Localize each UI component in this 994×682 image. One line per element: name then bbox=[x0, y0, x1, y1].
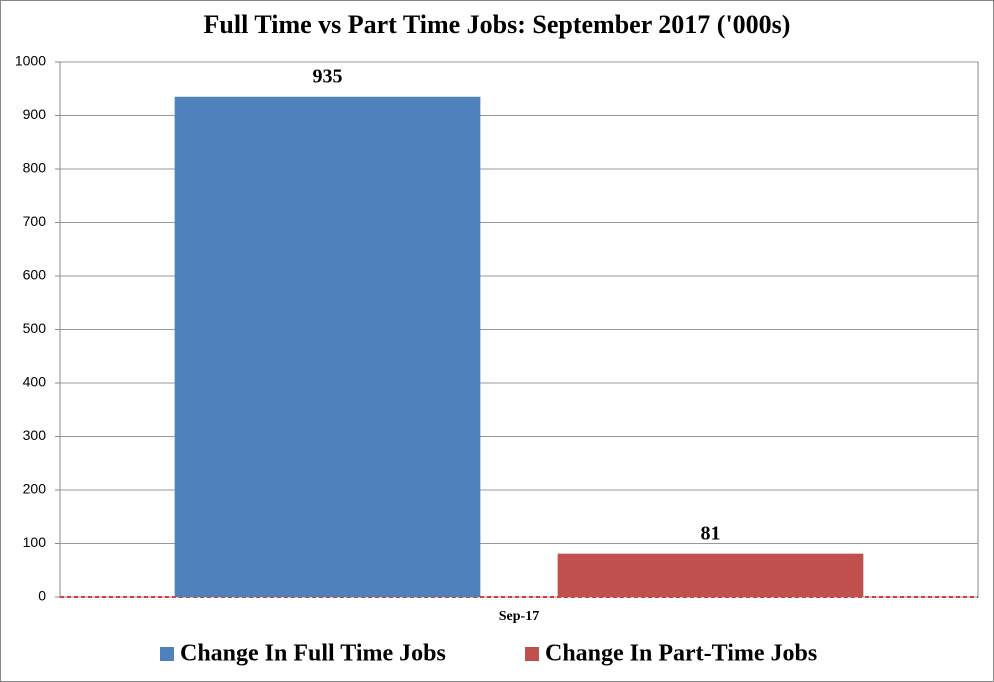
y-tick-label: 600 bbox=[23, 267, 47, 283]
y-tick-label: 900 bbox=[23, 106, 47, 122]
value-label: 81 bbox=[700, 522, 720, 544]
legend-label: Change In Full Time Jobs bbox=[180, 641, 446, 667]
y-tick-label: 0 bbox=[38, 588, 46, 604]
x-tick-label: Sep-17 bbox=[499, 609, 539, 624]
y-tick-label: 200 bbox=[23, 481, 47, 497]
legend-swatch bbox=[160, 647, 174, 661]
y-tick-label: 400 bbox=[23, 374, 47, 390]
legend-swatch bbox=[525, 647, 539, 661]
value-label: 935 bbox=[313, 65, 343, 87]
y-tick-label: 1000 bbox=[15, 53, 46, 69]
bar bbox=[557, 553, 864, 597]
y-tick-label: 100 bbox=[23, 534, 47, 550]
y-tick-label: 500 bbox=[23, 320, 47, 336]
bar bbox=[174, 96, 481, 598]
y-tick-label: 700 bbox=[23, 213, 47, 229]
legend-label: Change In Part-Time Jobs bbox=[545, 641, 817, 667]
y-tick-label: 800 bbox=[23, 160, 47, 176]
chart-title: Full Time vs Part Time Jobs: September 2… bbox=[204, 10, 791, 39]
y-tick-label: 300 bbox=[23, 427, 47, 443]
